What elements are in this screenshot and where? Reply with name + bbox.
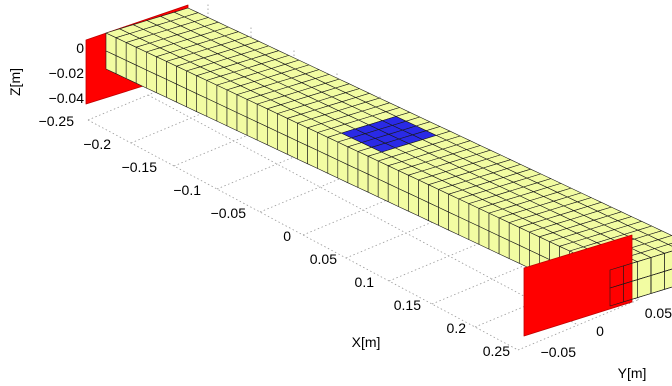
x-tick-label: −0.15 xyxy=(122,159,158,175)
top-mesh-cell xyxy=(654,244,672,254)
x-tick-label: −0.05 xyxy=(211,205,247,221)
x-tick-label: −0.25 xyxy=(39,113,75,129)
end-mesh-outline xyxy=(664,268,672,290)
support-plate xyxy=(523,234,633,337)
x-tick-label: 0.15 xyxy=(394,297,421,313)
y-gridline xyxy=(147,94,579,326)
z-tick-label: 0 xyxy=(76,40,84,56)
x-tick-label: −0.1 xyxy=(173,182,201,198)
x-gridline xyxy=(517,299,639,351)
x-tick-label: −0.2 xyxy=(83,136,111,152)
end-mesh-outline xyxy=(664,250,672,272)
top-mesh-cell xyxy=(667,242,672,247)
x-tick-label: 0.1 xyxy=(355,274,375,290)
x-tick-label: 0.05 xyxy=(310,251,337,267)
x-tick-label: 0.2 xyxy=(447,320,467,336)
beam-top-face-mesh xyxy=(105,7,672,271)
y-gridline xyxy=(87,119,519,351)
y-tick-label: −0.05 xyxy=(541,344,577,360)
x-axis-ticks: −0.25 −0.2 −0.15 −0.1 −0.05 0 0.05 0.1 0… xyxy=(39,113,511,359)
y-tick-label: 0.05 xyxy=(645,305,672,321)
z-axis-label: Z[m] xyxy=(7,68,23,96)
y-axis-ticks: −0.05 0 0.05 xyxy=(541,305,672,360)
y-tick-label: 0 xyxy=(596,323,604,339)
x-axis-label: X[m] xyxy=(352,334,381,350)
y-axis-label: Y[m] xyxy=(618,365,647,381)
z-tick-label: −0.04 xyxy=(49,90,85,106)
top-mesh-cell xyxy=(657,235,672,245)
z-axis-ticks: 0 −0.02 −0.04 xyxy=(49,40,85,106)
z-tick-label: −0.02 xyxy=(49,65,85,81)
right-end-support-plate xyxy=(523,234,672,337)
x-tick-label: 0 xyxy=(283,228,291,244)
x-tick-label: 0.25 xyxy=(483,343,510,359)
